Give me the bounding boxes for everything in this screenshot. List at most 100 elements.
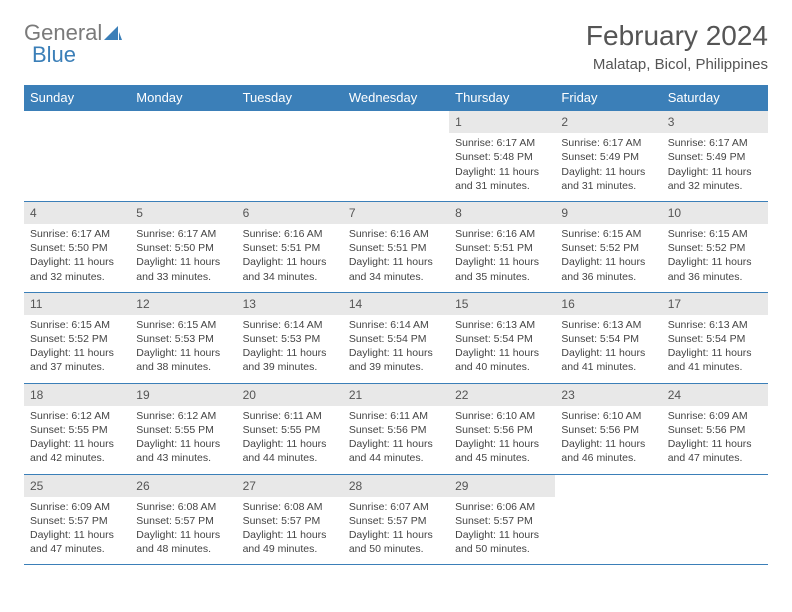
sunrise-line: Sunrise: 6:16 AM [455, 227, 549, 241]
sunset-line: Sunset: 5:56 PM [561, 423, 655, 437]
sunset-line: Sunset: 5:48 PM [455, 150, 549, 164]
sunset-line: Sunset: 5:55 PM [136, 423, 230, 437]
sunset-line: Sunset: 5:56 PM [455, 423, 549, 437]
week-row: 1Sunrise: 6:17 AMSunset: 5:48 PMDaylight… [24, 111, 768, 202]
calendar-table: Sunday Monday Tuesday Wednesday Thursday… [24, 85, 768, 565]
sunset-line: Sunset: 5:57 PM [136, 514, 230, 528]
day-number: 9 [555, 202, 661, 224]
day-cell: 5 Sunrise: 6:17 AMSunset: 5:50 PMDaylight… [130, 201, 236, 292]
day-cell: 28Sunrise: 6:07 AMSunset: 5:57 PMDayligh… [343, 474, 449, 565]
sunset-line: Sunset: 5:50 PM [136, 241, 230, 255]
sunrise-line: Sunrise: 6:17 AM [136, 227, 230, 241]
day-number: 8 [449, 202, 555, 224]
sunrise-line: Sunrise: 6:08 AM [136, 500, 230, 514]
daylight-line: Daylight: 11 hours and 41 minutes. [668, 346, 762, 374]
day-cell: 15Sunrise: 6:13 AMSunset: 5:54 PMDayligh… [449, 292, 555, 383]
daylight-line: Daylight: 11 hours and 36 minutes. [668, 255, 762, 283]
day-cell: 27Sunrise: 6:08 AMSunset: 5:57 PMDayligh… [237, 474, 343, 565]
day-number: 4 [24, 202, 130, 224]
dayhdr-wed: Wednesday [343, 85, 449, 111]
day-cell: 8 Sunrise: 6:16 AMSunset: 5:51 PMDaylight… [449, 201, 555, 292]
day-number: 10 [662, 202, 768, 224]
daylight-line: Daylight: 11 hours and 31 minutes. [455, 165, 549, 193]
logo-blue-line: Blue [32, 42, 76, 68]
sunrise-line: Sunrise: 6:16 AM [349, 227, 443, 241]
day-number: 5 [130, 202, 236, 224]
day-number: 3 [662, 111, 768, 133]
sunset-line: Sunset: 5:54 PM [668, 332, 762, 346]
day-number: 6 [237, 202, 343, 224]
sunset-line: Sunset: 5:52 PM [30, 332, 124, 346]
day-cell: 20Sunrise: 6:11 AMSunset: 5:55 PMDayligh… [237, 383, 343, 474]
sunrise-line: Sunrise: 6:17 AM [668, 136, 762, 150]
sunrise-line: Sunrise: 6:15 AM [30, 318, 124, 332]
sunrise-line: Sunrise: 6:07 AM [349, 500, 443, 514]
day-number: 26 [130, 475, 236, 497]
daylight-line: Daylight: 11 hours and 35 minutes. [455, 255, 549, 283]
daylight-line: Daylight: 11 hours and 38 minutes. [136, 346, 230, 374]
daylight-line: Daylight: 11 hours and 39 minutes. [349, 346, 443, 374]
sunrise-line: Sunrise: 6:09 AM [30, 500, 124, 514]
day-cell: 10Sunrise: 6:15 AMSunset: 5:52 PMDayligh… [662, 201, 768, 292]
day-number: 21 [343, 384, 449, 406]
daylight-line: Daylight: 11 hours and 47 minutes. [30, 528, 124, 556]
day-number: 1 [449, 111, 555, 133]
sunrise-line: Sunrise: 6:16 AM [243, 227, 337, 241]
daylight-line: Daylight: 11 hours and 36 minutes. [561, 255, 655, 283]
day-number: 25 [24, 475, 130, 497]
sunrise-line: Sunrise: 6:15 AM [668, 227, 762, 241]
sunset-line: Sunset: 5:51 PM [455, 241, 549, 255]
day-cell: 16Sunrise: 6:13 AMSunset: 5:54 PMDayligh… [555, 292, 661, 383]
sunrise-line: Sunrise: 6:10 AM [455, 409, 549, 423]
header: General February 2024 Malatap, Bicol, Ph… [24, 20, 768, 73]
day-cell: 29Sunrise: 6:06 AMSunset: 5:57 PMDayligh… [449, 474, 555, 565]
sunset-line: Sunset: 5:57 PM [349, 514, 443, 528]
sunrise-line: Sunrise: 6:11 AM [349, 409, 443, 423]
sunset-line: Sunset: 5:54 PM [455, 332, 549, 346]
day-number: 11 [24, 293, 130, 315]
sunrise-line: Sunrise: 6:10 AM [561, 409, 655, 423]
sunrise-line: Sunrise: 6:13 AM [455, 318, 549, 332]
daylight-line: Daylight: 11 hours and 32 minutes. [668, 165, 762, 193]
month-title: February 2024 [586, 20, 768, 52]
sunrise-line: Sunrise: 6:15 AM [561, 227, 655, 241]
day-number: 27 [237, 475, 343, 497]
day-number: 22 [449, 384, 555, 406]
day-number: 12 [130, 293, 236, 315]
sunset-line: Sunset: 5:55 PM [243, 423, 337, 437]
daylight-line: Daylight: 11 hours and 33 minutes. [136, 255, 230, 283]
sunset-line: Sunset: 5:56 PM [668, 423, 762, 437]
day-number: 2 [555, 111, 661, 133]
day-cell: 4Sunrise: 6:17 AMSunset: 5:50 PMDaylight… [24, 201, 130, 292]
day-number: 14 [343, 293, 449, 315]
daylight-line: Daylight: 11 hours and 44 minutes. [243, 437, 337, 465]
sunset-line: Sunset: 5:51 PM [349, 241, 443, 255]
day-cell: 19Sunrise: 6:12 AMSunset: 5:55 PMDayligh… [130, 383, 236, 474]
daylight-line: Daylight: 11 hours and 34 minutes. [349, 255, 443, 283]
day-cell: 12Sunrise: 6:15 AMSunset: 5:53 PMDayligh… [130, 292, 236, 383]
sunrise-line: Sunrise: 6:08 AM [243, 500, 337, 514]
daylight-line: Daylight: 11 hours and 43 minutes. [136, 437, 230, 465]
sunrise-line: Sunrise: 6:09 AM [668, 409, 762, 423]
day-cell: 22Sunrise: 6:10 AMSunset: 5:56 PMDayligh… [449, 383, 555, 474]
day-cell: 1Sunrise: 6:17 AMSunset: 5:48 PMDaylight… [449, 111, 555, 202]
sunset-line: Sunset: 5:57 PM [455, 514, 549, 528]
daylight-line: Daylight: 11 hours and 47 minutes. [668, 437, 762, 465]
day-cell: 11Sunrise: 6:15 AMSunset: 5:52 PMDayligh… [24, 292, 130, 383]
sunset-line: Sunset: 5:54 PM [349, 332, 443, 346]
daylight-line: Daylight: 11 hours and 34 minutes. [243, 255, 337, 283]
day-number: 29 [449, 475, 555, 497]
daylight-line: Daylight: 11 hours and 32 minutes. [30, 255, 124, 283]
week-row: 18Sunrise: 6:12 AMSunset: 5:55 PMDayligh… [24, 383, 768, 474]
daylight-line: Daylight: 11 hours and 41 minutes. [561, 346, 655, 374]
day-cell: 14Sunrise: 6:14 AMSunset: 5:54 PMDayligh… [343, 292, 449, 383]
day-number: 23 [555, 384, 661, 406]
sunrise-line: Sunrise: 6:17 AM [561, 136, 655, 150]
sunrise-line: Sunrise: 6:13 AM [668, 318, 762, 332]
sunset-line: Sunset: 5:51 PM [243, 241, 337, 255]
dayhdr-tue: Tuesday [237, 85, 343, 111]
week-row: 25 Sunrise: 6:09 AM Sunset: 5:57 PM Dayligh… [24, 474, 768, 565]
sunrise-line: Sunrise: 6:11 AM [243, 409, 337, 423]
sail-icon [104, 26, 122, 40]
day-cell: 26Sunrise: 6:08 AMSunset: 5:57 PMDayligh… [130, 474, 236, 565]
